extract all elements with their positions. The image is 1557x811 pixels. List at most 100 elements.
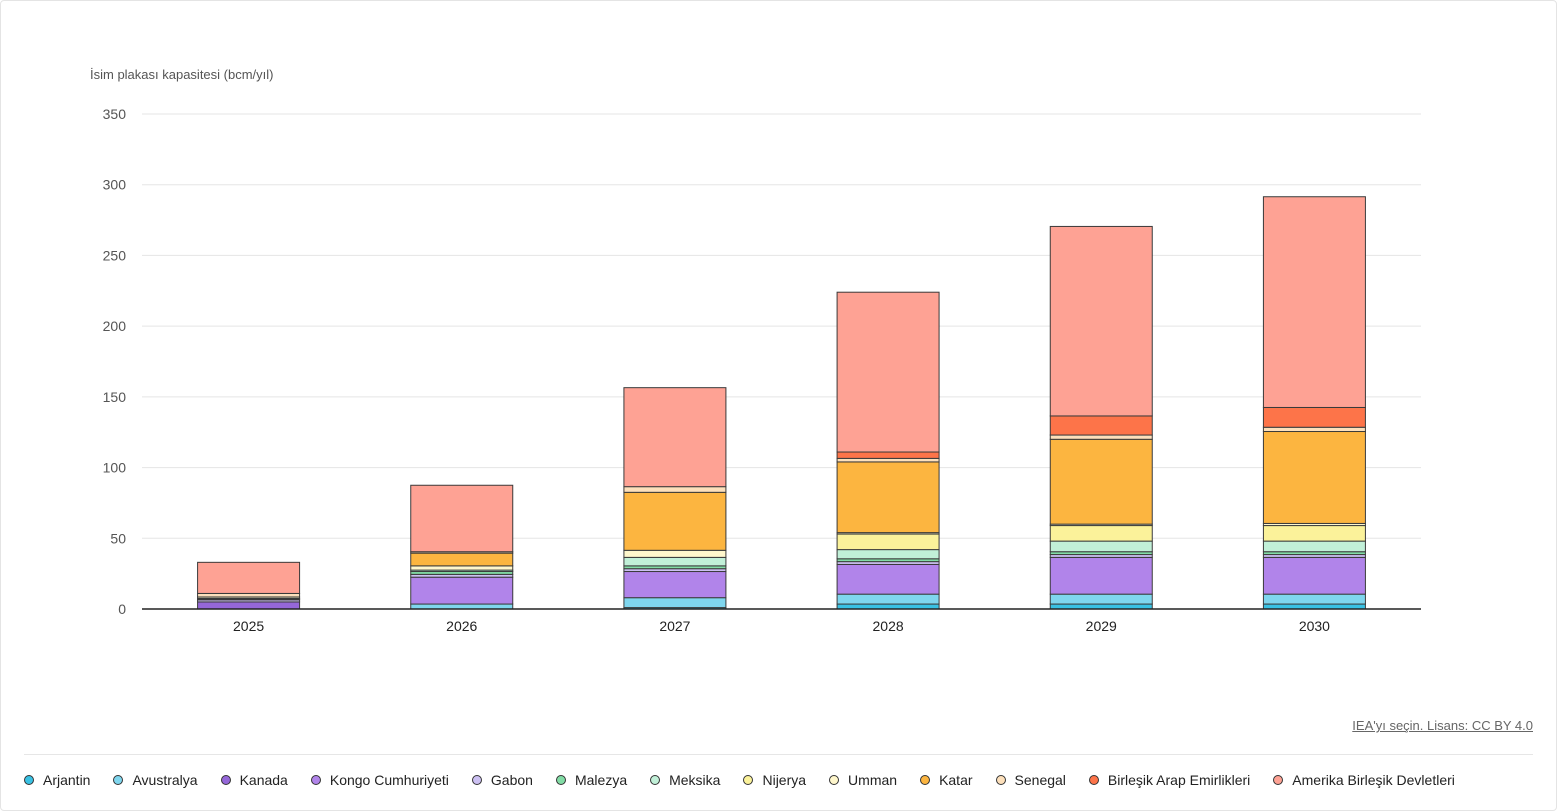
bar-segment[interactable]	[836, 593, 940, 605]
legend-swatch-icon	[995, 775, 1006, 785]
legend-item[interactable]: Kanada	[220, 772, 288, 788]
y-tick-label: 350	[103, 106, 127, 122]
bar-segment[interactable]	[1262, 426, 1366, 433]
bar-segment[interactable]	[1049, 593, 1153, 605]
x-tick-label: 2027	[659, 618, 690, 634]
legend-item[interactable]: Katar	[920, 772, 973, 788]
bar-segment[interactable]	[836, 461, 940, 534]
bar-segment[interactable]	[1049, 225, 1153, 417]
x-tick-label: 2030	[1299, 618, 1330, 634]
bar-segment[interactable]	[623, 486, 727, 493]
bar-segment[interactable]	[1049, 525, 1153, 542]
legend-swatch-icon	[471, 775, 482, 785]
legend-label: Nijerya	[762, 772, 807, 788]
bar-segment[interactable]	[1262, 593, 1366, 605]
legend-item[interactable]: Meksika	[650, 772, 720, 788]
legend-label: Avustralya	[132, 772, 198, 788]
legend-label: Kongo Cumhuriyeti	[329, 772, 449, 788]
legend-divider	[24, 754, 1533, 755]
bar-segment[interactable]	[836, 291, 940, 453]
y-tick-label: 250	[103, 247, 127, 263]
bar-segment[interactable]	[1262, 431, 1366, 524]
legend-swatch-icon	[1273, 775, 1284, 785]
bar-segment[interactable]	[1049, 415, 1153, 436]
y-tick-label: 50	[110, 530, 126, 546]
y-tick-label: 0	[118, 601, 126, 617]
bar-segment[interactable]	[197, 561, 301, 594]
legend-swatch-icon	[310, 775, 321, 785]
x-axis-ticks: 2025 2026 2027 2028 2029 2030	[233, 618, 1330, 634]
legend-item[interactable]: Avustralya	[113, 772, 198, 788]
legend-item[interactable]: Gabon	[471, 772, 533, 788]
legend-label: Meksika	[669, 772, 721, 788]
bar-segment[interactable]	[836, 533, 940, 551]
legend-item[interactable]: Amerika Birleşik Devletleri	[1273, 772, 1455, 788]
legend-label: Birleşik Arap Emirlikleri	[1107, 772, 1251, 788]
y-tick-label: 150	[103, 389, 127, 405]
bar-segment[interactable]	[1049, 540, 1153, 553]
legend-swatch-icon	[24, 775, 34, 785]
legend-swatch-icon	[829, 775, 840, 785]
legend-swatch-icon	[1088, 775, 1099, 785]
bar-segment[interactable]	[623, 556, 727, 567]
legend-label: Arjantin	[43, 772, 91, 788]
y-tick-label: 300	[103, 177, 127, 193]
bar-segment[interactable]	[1262, 406, 1366, 428]
y-axis-ticks: 0 50 100 150 200 250 300 350	[103, 106, 127, 617]
legend-swatch-icon	[555, 775, 566, 785]
x-tick-label: 2029	[1086, 618, 1117, 634]
bar-segment[interactable]	[1049, 434, 1153, 440]
bar-segment[interactable]	[1049, 556, 1153, 595]
legend: Arjantin Avustralya Kanada Kongo Cumhuriyet…	[24, 772, 1478, 788]
bar-segment[interactable]	[410, 552, 514, 567]
legend-item[interactable]: Senegal	[995, 772, 1066, 788]
legend-item[interactable]: Nijerya	[743, 772, 806, 788]
bar-segment[interactable]	[1262, 556, 1366, 595]
y-tick-label: 100	[103, 460, 127, 476]
bars	[197, 196, 1366, 610]
bar-segment[interactable]	[836, 451, 940, 459]
legend-label: Senegal	[1014, 772, 1066, 788]
legend-swatch-icon	[220, 775, 231, 785]
legend-item[interactable]: Birleşik Arap Emirlikleri	[1088, 772, 1251, 788]
bar-segment[interactable]	[623, 571, 727, 599]
bar-segment[interactable]	[836, 549, 940, 560]
bar-segment[interactable]	[410, 565, 514, 571]
bar-segment[interactable]	[1262, 540, 1366, 553]
bar-segment[interactable]	[197, 601, 301, 610]
legend-label: Amerika Birleşik Devletleri	[1292, 772, 1455, 788]
bar-segment[interactable]	[410, 576, 514, 605]
y-axis-title: İsim plakası kapasitesi (bcm/yıl)	[90, 67, 274, 82]
bar-segment[interactable]	[410, 484, 514, 553]
x-tick-label: 2028	[873, 618, 904, 634]
legend-label: Malezya	[574, 772, 628, 788]
x-tick-label: 2025	[233, 618, 264, 634]
x-tick-label: 2026	[446, 618, 477, 634]
legend-item[interactable]: Kongo Cumhuriyeti	[310, 772, 449, 788]
bar-segment[interactable]	[1262, 525, 1366, 542]
legend-item[interactable]: Umman	[829, 772, 897, 788]
bar-segment[interactable]	[836, 457, 940, 463]
gridlines	[142, 113, 1421, 539]
legend-swatch-icon	[113, 775, 124, 785]
legend-label: Umman	[848, 772, 898, 788]
legend-swatch-icon	[743, 775, 754, 785]
bar-segment[interactable]	[1262, 196, 1366, 408]
bar-segment[interactable]	[1049, 438, 1153, 525]
bar-segment[interactable]	[623, 597, 727, 609]
bar-segment[interactable]	[197, 592, 301, 598]
legend-item[interactable]: Malezya	[555, 772, 628, 788]
legend-item[interactable]: Arjantin	[24, 772, 90, 788]
legend-label: Katar	[939, 772, 973, 788]
stacked-bar-chart: İsim plakası kapasitesi (bcm/yıl) 0 50 100…	[90, 67, 1421, 634]
legend-label: Gabon	[490, 772, 533, 788]
legend-swatch-icon	[650, 775, 661, 785]
source-license-link[interactable]: IEA'yı seçin. Lisans: CC BY 4.0	[1352, 718, 1533, 733]
bar-segment[interactable]	[836, 563, 940, 595]
bar-segment[interactable]	[623, 549, 727, 558]
y-tick-label: 200	[103, 318, 127, 334]
bar-segment[interactable]	[623, 387, 727, 488]
bar-segment[interactable]	[623, 491, 727, 551]
legend-swatch-icon	[920, 775, 931, 785]
legend-label: Kanada	[239, 772, 288, 788]
